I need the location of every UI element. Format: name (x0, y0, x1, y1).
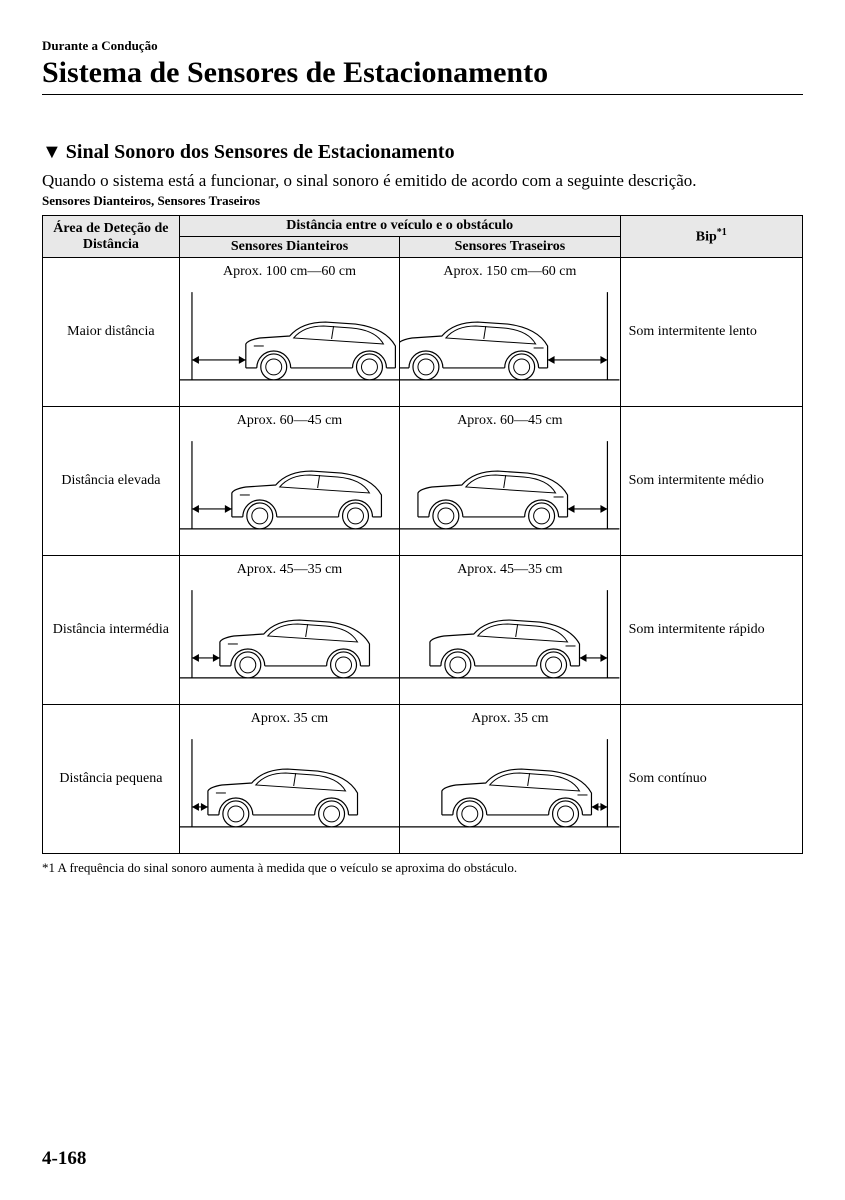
chapter-label: Durante a Condução (42, 38, 803, 54)
front-distance-label: Aprox. 35 cm (180, 705, 399, 727)
car-rear-diagram (400, 429, 619, 547)
area-cell: Distância intermédia (43, 556, 180, 705)
area-cell: Maior distância (43, 258, 180, 407)
car-front-diagram (180, 727, 399, 845)
bip-cell: Som intermitente rápido (620, 556, 802, 705)
car-front-diagram (180, 429, 399, 547)
area-cell: Distância elevada (43, 407, 180, 556)
col-bip-sup: *1 (717, 227, 727, 238)
rear-distance-label: Aprox. 35 cm (400, 705, 619, 727)
col-area: Área de Deteção de Distância (43, 216, 180, 258)
table-header-row-1: Área de Deteção de Distância Distância e… (43, 216, 803, 237)
rear-diagram-cell: Aprox. 35 cm (400, 705, 620, 854)
car-rear-diagram (400, 727, 619, 845)
page-number: 4-168 (42, 1148, 86, 1170)
car-rear-diagram (400, 280, 619, 398)
front-distance-label: Aprox. 45—35 cm (180, 556, 399, 578)
page-title: Sistema de Sensores de Estacionamento (42, 56, 803, 90)
table-row: Distância elevada Aprox. 60—45 cm Aprox.… (43, 407, 803, 556)
col-front: Sensores Dianteiros (179, 237, 399, 258)
rear-diagram-cell: Aprox. 45—35 cm (400, 556, 620, 705)
bip-cell: Som contínuo (620, 705, 802, 854)
down-triangle-icon: ▼ (42, 141, 62, 164)
area-cell: Distância pequena (43, 705, 180, 854)
front-distance-label: Aprox. 60—45 cm (180, 407, 399, 429)
front-diagram-cell: Aprox. 35 cm (179, 705, 399, 854)
car-front-diagram (180, 578, 399, 696)
table-row: Distância pequena Aprox. 35 cm Aprox. 35… (43, 705, 803, 854)
rear-distance-label: Aprox. 150 cm—60 cm (400, 258, 619, 280)
footnote: *1 A frequência do sinal sonoro aumenta … (42, 860, 803, 876)
front-diagram-cell: Aprox. 45—35 cm (179, 556, 399, 705)
sensor-table: Área de Deteção de Distância Distância e… (42, 215, 803, 854)
front-diagram-cell: Aprox. 100 cm—60 cm (179, 258, 399, 407)
front-distance-label: Aprox. 100 cm—60 cm (180, 258, 399, 280)
col-bip: Bip*1 (620, 216, 802, 258)
col-group: Distância entre o veículo e o obstáculo (179, 216, 620, 237)
car-front-diagram (180, 280, 399, 398)
section-heading-text: Sinal Sonoro dos Sensores de Estacioname… (66, 141, 455, 163)
title-rule (42, 94, 803, 95)
rear-distance-label: Aprox. 60—45 cm (400, 407, 619, 429)
table-row: Maior distância Aprox. 100 cm—60 cm Apro… (43, 258, 803, 407)
car-rear-diagram (400, 578, 619, 696)
front-diagram-cell: Aprox. 60—45 cm (179, 407, 399, 556)
col-rear: Sensores Traseiros (400, 237, 620, 258)
rear-diagram-cell: Aprox. 60—45 cm (400, 407, 620, 556)
col-bip-label: Bip (696, 230, 717, 245)
bip-cell: Som intermitente médio (620, 407, 802, 556)
bip-cell: Som intermitente lento (620, 258, 802, 407)
rear-distance-label: Aprox. 45—35 cm (400, 556, 619, 578)
section-heading: ▼Sinal Sonoro dos Sensores de Estacionam… (42, 141, 803, 164)
rear-diagram-cell: Aprox. 150 cm—60 cm (400, 258, 620, 407)
section-subhead: Sensores Dianteiros, Sensores Traseiros (42, 193, 803, 209)
section-intro: Quando o sistema está a funcionar, o sin… (42, 170, 803, 191)
table-row: Distância intermédia Aprox. 45—35 cm Apr… (43, 556, 803, 705)
